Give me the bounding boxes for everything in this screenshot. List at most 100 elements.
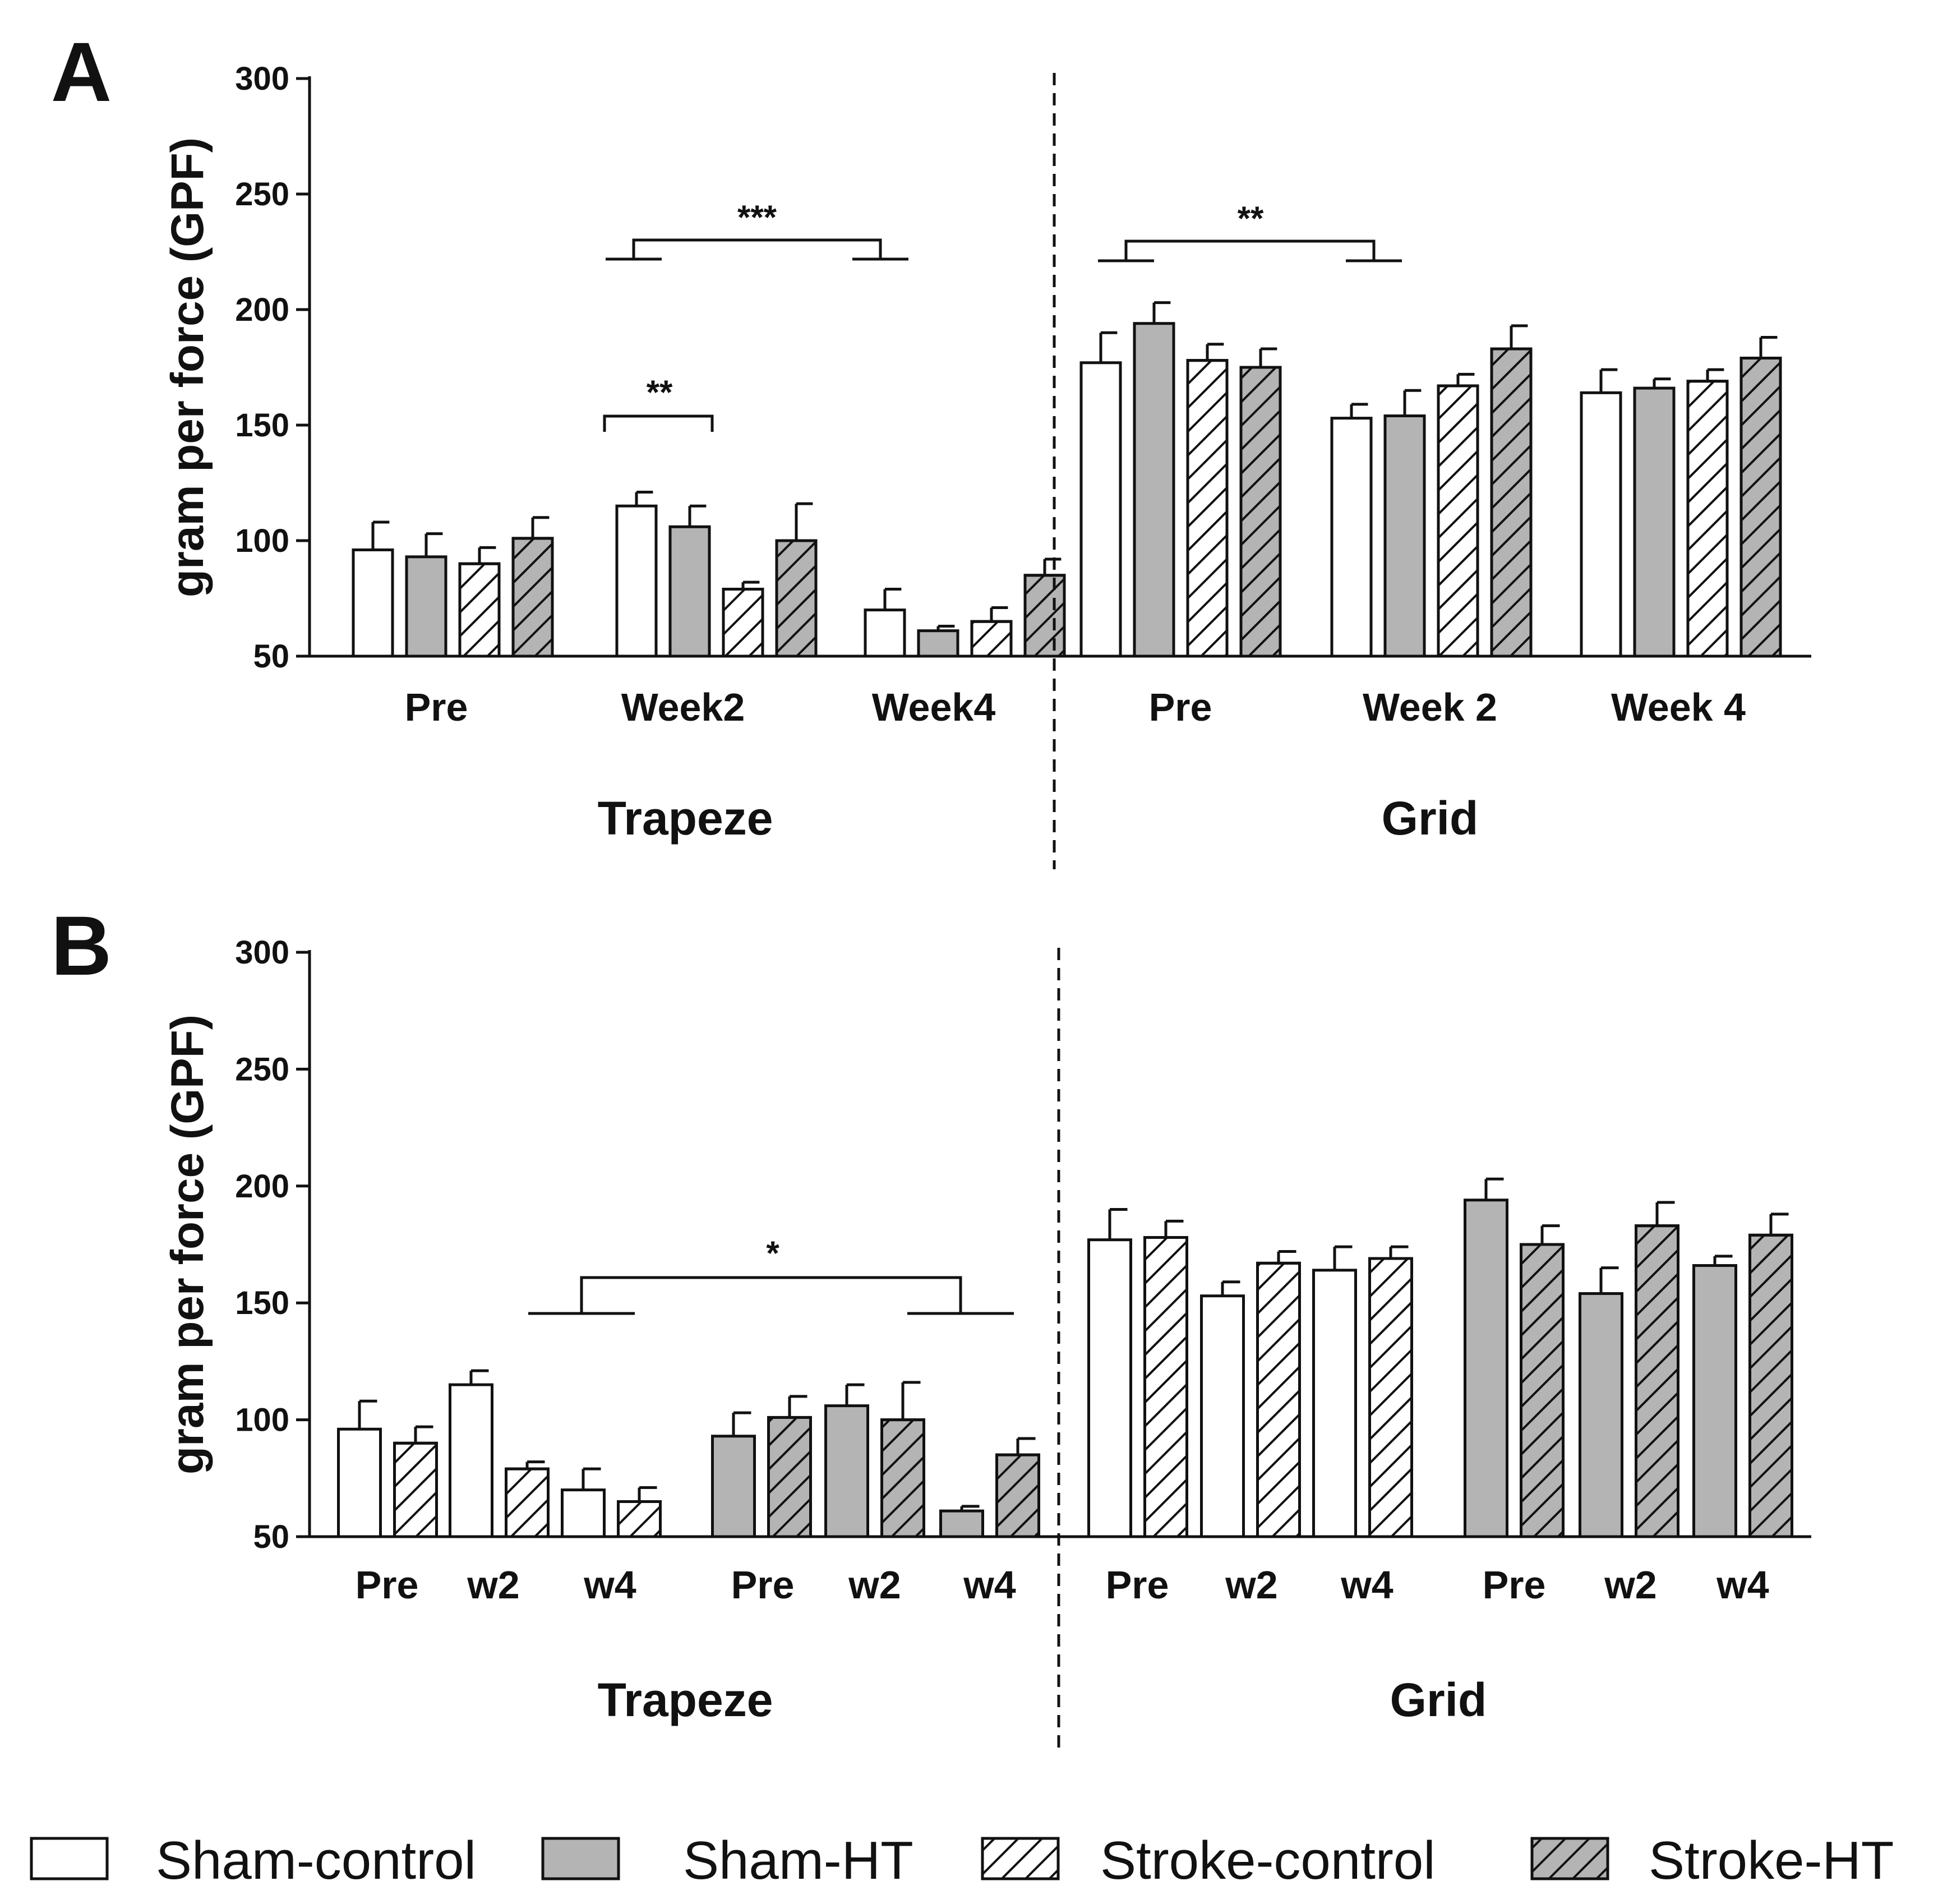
y-tick-label: 300: [235, 61, 289, 97]
bar-stroke_ht-hatch: [775, 539, 818, 658]
y-tick-label: 250: [235, 176, 289, 213]
bar-sham_control: [1087, 1238, 1132, 1538]
bar-stroke_ht-hatch: [995, 1453, 1040, 1538]
bar-sham_control: [1330, 417, 1373, 658]
significance-bracket-label: *: [766, 1234, 779, 1272]
panel-letter: B: [51, 898, 112, 993]
y-tick-label: 100: [235, 1402, 289, 1439]
bar-stroke_control-hatch: [617, 1500, 662, 1538]
bar-stroke_control-hatch: [1686, 380, 1729, 658]
bar-sham_ht: [1692, 1264, 1737, 1538]
x-tick-label: w4: [1716, 1563, 1769, 1607]
y-tick-label: 150: [235, 1285, 289, 1321]
x-tick-label: Pre: [405, 685, 468, 729]
bar-sham_ht: [917, 629, 959, 658]
group-label: Trapeze: [598, 1674, 773, 1726]
bar-sham_ht: [1464, 1198, 1508, 1538]
y-axis-label: gram per force (GPF): [162, 137, 213, 597]
bar-stroke_control-hatch: [458, 562, 501, 658]
x-tick-label: Week4: [872, 685, 996, 729]
x-tick-label: Pre: [1149, 685, 1212, 729]
bar-stroke_ht-hatch: [1635, 1224, 1679, 1538]
bar-sham_ht: [824, 1404, 869, 1538]
significance-bracket: [528, 1276, 1014, 1315]
bar-stroke_control-hatch: [1437, 384, 1479, 658]
bar-sham_control: [561, 1488, 606, 1538]
significance-bracket: [603, 414, 714, 432]
bar-stroke_control-hatch: [1186, 359, 1229, 658]
bar-stroke_control-hatch: [722, 588, 764, 658]
legend-swatch-sham_control: [30, 1837, 109, 1880]
x-tick-label: Week2: [621, 685, 745, 729]
bar-sham_control: [1312, 1269, 1357, 1538]
bar-stroke_ht-hatch: [1520, 1243, 1565, 1538]
y-tick-label: 50: [253, 638, 289, 675]
bar-stroke_control-hatch: [1256, 1261, 1301, 1538]
x-tick-label: w4: [1340, 1563, 1393, 1607]
x-tick-label: Pre: [1483, 1563, 1546, 1607]
bar-stroke_control-hatch: [393, 1441, 438, 1538]
y-tick-label: 250: [235, 1051, 289, 1087]
bars-layer: [30, 301, 1793, 1880]
bar-sham_ht: [1133, 322, 1175, 658]
x-tick-label: w4: [963, 1563, 1016, 1607]
bar-sham_ht: [1633, 386, 1676, 658]
y-tick-label: 50: [253, 1519, 289, 1555]
y-axis-label: gram per force (GPF): [162, 1015, 213, 1474]
bar-sham_control: [449, 1383, 493, 1538]
x-tick-label: Week 2: [1363, 685, 1497, 729]
bar-sham_ht: [939, 1509, 984, 1538]
bar-stroke_control-hatch: [1143, 1235, 1188, 1538]
y-tick-label: 150: [235, 407, 289, 444]
x-tick-label: w4: [583, 1563, 636, 1607]
bar-stroke_ht-hatch: [1239, 366, 1282, 658]
legend-label: Stroke-HT: [1649, 1831, 1894, 1891]
text-layer: 50 100 150 200 250 300 gram per force (GPF) A Pr…: [51, 25, 1894, 1891]
bar-sham_control: [864, 608, 906, 658]
legend-label: Stroke-control: [1100, 1831, 1436, 1891]
bar-sham_ht: [668, 525, 711, 658]
x-tick-label: w2: [848, 1563, 901, 1607]
bar-stroke_ht-hatch: [1748, 1233, 1793, 1538]
panel-letter: A: [51, 25, 112, 119]
bar-sham_ht: [405, 555, 447, 658]
x-tick-label: w2: [1225, 1563, 1277, 1607]
bar-sham_control: [615, 504, 658, 658]
bar-stroke_control-hatch: [505, 1467, 550, 1538]
x-tick-label: Pre: [1106, 1563, 1169, 1607]
y-tick-label: 300: [235, 934, 289, 971]
group-label: Grid: [1382, 792, 1479, 845]
x-tick-label: Week 4: [1611, 685, 1746, 729]
bar-stroke_ht-hatch: [1739, 357, 1782, 658]
legend-swatch-hatch: [981, 1837, 1060, 1880]
bar-stroke_ht-hatch: [880, 1418, 925, 1538]
bar-sham_control: [1079, 361, 1122, 658]
legend-label: Sham-control: [156, 1831, 476, 1891]
y-tick-label: 100: [235, 523, 289, 559]
y-tick-label: 200: [235, 292, 289, 328]
group-label: Trapeze: [598, 792, 773, 845]
bar-stroke_ht-hatch: [767, 1416, 812, 1538]
bar-sham_ht: [1579, 1292, 1623, 1538]
significance-bracket: [1098, 239, 1402, 262]
x-tick-label: w2: [1604, 1563, 1656, 1607]
bar-sham_control: [1200, 1294, 1245, 1538]
bar-stroke_control-hatch: [1368, 1257, 1413, 1538]
significance-bracket-label: ***: [737, 199, 777, 236]
x-tick-label: w2: [467, 1563, 519, 1607]
significance-bracket-label: **: [1238, 200, 1264, 237]
significance-bracket: [606, 238, 908, 261]
bar-stroke_ht-hatch: [1490, 347, 1533, 658]
bar-sham_control: [352, 548, 394, 658]
significance-bracket-label: **: [647, 374, 673, 411]
bar-sham_ht: [711, 1435, 756, 1538]
legend-label: Sham-HT: [683, 1831, 913, 1891]
bar-sham_control: [337, 1427, 382, 1538]
legend-swatch-sham_ht: [541, 1837, 620, 1880]
x-tick-label: Pre: [356, 1563, 419, 1607]
legend-swatch-hatch: [1530, 1837, 1609, 1880]
axes-layer: [296, 73, 1811, 1755]
x-tick-label: Pre: [731, 1563, 795, 1607]
bar-sham_control: [1580, 391, 1622, 658]
